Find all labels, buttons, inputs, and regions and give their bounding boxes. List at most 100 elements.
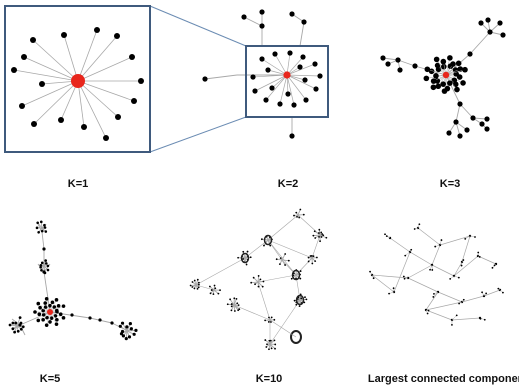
edge	[16, 317, 21, 327]
edge	[459, 103, 474, 119]
node	[61, 304, 66, 308]
edge	[439, 235, 471, 246]
panel-k2-graph	[202, 9, 329, 139]
node	[483, 318, 486, 321]
node	[413, 228, 416, 230]
node	[315, 256, 318, 259]
zoom-line-bottom	[149, 116, 247, 153]
node	[273, 339, 276, 342]
node	[402, 275, 405, 278]
node	[40, 261, 44, 265]
node	[450, 61, 456, 67]
edge	[431, 264, 455, 277]
node	[13, 330, 17, 334]
edge	[195, 257, 246, 286]
node	[47, 309, 53, 315]
edge	[261, 58, 288, 76]
panel-lcc-graph	[369, 223, 504, 326]
edge	[77, 29, 98, 82]
panel-k10-graph	[189, 208, 328, 351]
node	[129, 327, 133, 331]
node	[11, 327, 15, 331]
edge	[257, 281, 271, 321]
edge	[417, 227, 441, 246]
node	[295, 303, 298, 306]
node	[325, 236, 328, 239]
node	[197, 286, 200, 289]
node	[380, 55, 386, 61]
node	[219, 289, 221, 292]
node	[229, 298, 232, 301]
node	[235, 297, 238, 300]
edge	[195, 284, 215, 291]
edge	[269, 343, 276, 350]
node	[270, 316, 273, 319]
edge	[77, 35, 118, 82]
edge	[477, 255, 497, 265]
node	[43, 305, 48, 309]
edge	[431, 244, 441, 266]
node	[44, 259, 48, 262]
node	[452, 81, 459, 88]
node	[372, 277, 375, 280]
node	[474, 236, 476, 238]
node	[485, 292, 488, 295]
node	[299, 270, 302, 272]
node	[252, 276, 255, 279]
node	[369, 270, 371, 273]
label-k10: K=10	[255, 373, 283, 385]
edge	[244, 251, 248, 259]
node	[249, 256, 252, 259]
node	[392, 287, 395, 290]
node	[467, 51, 473, 57]
node	[430, 78, 437, 84]
node	[202, 76, 208, 82]
node	[307, 256, 310, 259]
node	[293, 214, 295, 217]
node	[307, 260, 310, 263]
edge	[195, 279, 199, 286]
node	[250, 74, 256, 80]
node	[297, 64, 303, 70]
edge	[281, 259, 286, 266]
edge	[33, 80, 79, 125]
node	[433, 73, 439, 79]
node	[39, 220, 43, 224]
edge	[453, 255, 479, 277]
node	[36, 301, 41, 306]
node	[440, 58, 447, 65]
edge	[63, 34, 79, 82]
node	[45, 315, 49, 320]
node	[412, 63, 418, 69]
node	[458, 302, 460, 305]
node	[61, 32, 67, 38]
node	[446, 130, 452, 136]
label-k3: K=3	[439, 178, 461, 190]
node	[431, 269, 434, 271]
node	[481, 291, 483, 294]
node	[500, 32, 506, 38]
node	[478, 256, 481, 258]
node	[11, 67, 17, 73]
node	[491, 266, 494, 269]
node	[43, 223, 46, 227]
edge	[257, 274, 297, 283]
node	[497, 287, 500, 290]
node	[424, 66, 431, 73]
edge	[299, 21, 305, 47]
edge	[483, 289, 501, 297]
dense-cluster	[290, 330, 302, 344]
node	[210, 289, 213, 291]
node	[94, 27, 100, 33]
edge	[451, 317, 481, 321]
edge	[77, 80, 85, 128]
node	[58, 117, 64, 123]
node	[36, 318, 41, 323]
node	[453, 119, 459, 125]
edge	[251, 281, 259, 284]
node	[270, 321, 272, 323]
node	[440, 239, 443, 241]
node	[41, 308, 45, 313]
node	[267, 321, 270, 323]
